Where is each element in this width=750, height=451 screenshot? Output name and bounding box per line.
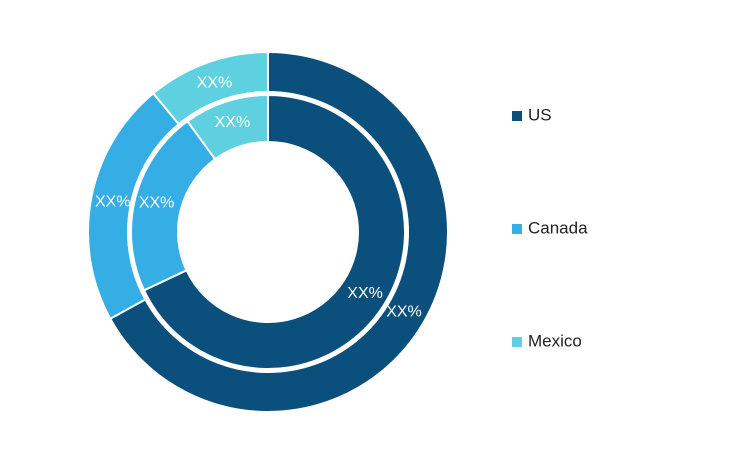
data-label: XX% (347, 285, 383, 302)
donut-segment (142, 93, 406, 370)
legend-label: Mexico (528, 331, 582, 350)
data-label: XX% (197, 75, 233, 92)
donut-segment (151, 50, 269, 126)
legend-swatch (512, 337, 522, 347)
data-label: XX% (95, 194, 131, 211)
legend-swatch (512, 224, 522, 234)
data-label: XX% (386, 304, 422, 321)
data-label: XX% (215, 114, 251, 131)
donut-segment (186, 93, 269, 161)
legend-label: Canada (528, 218, 588, 237)
legend-label: US (528, 105, 552, 124)
data-label: XX% (139, 195, 175, 212)
legend-swatch (512, 111, 522, 121)
donut-segment (108, 50, 449, 413)
